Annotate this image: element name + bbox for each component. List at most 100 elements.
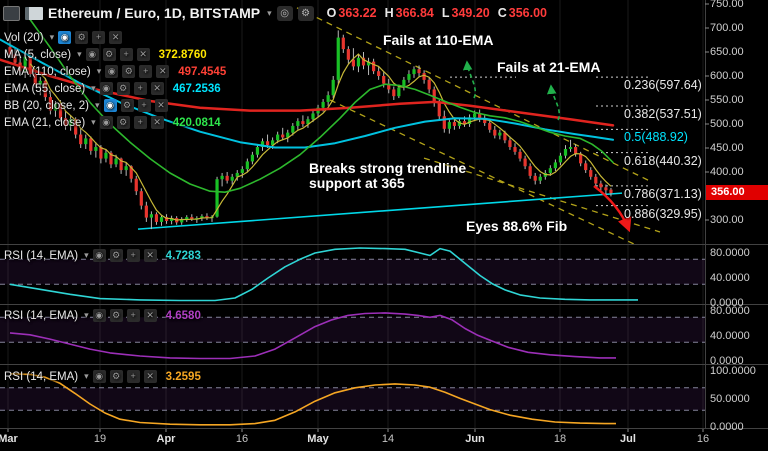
rsi-row-2-label[interactable]: RSI (14, EMA) xyxy=(4,309,79,322)
legend-row-ma-caret[interactable]: ▾ xyxy=(77,49,82,59)
symbol-dropdown-caret[interactable]: ▾ xyxy=(267,7,272,18)
close-icon[interactable]: ✕ xyxy=(136,48,150,61)
settings-gear-icon[interactable]: ⚙ xyxy=(297,5,314,21)
candle-up xyxy=(568,147,573,149)
snapshot-icon[interactable] xyxy=(25,6,43,20)
candle-down xyxy=(281,134,285,138)
close-icon[interactable]: ✕ xyxy=(156,65,170,78)
plus-icon[interactable]: + xyxy=(137,99,151,112)
gear-icon[interactable]: ⚙ xyxy=(109,370,123,383)
window-icon[interactable] xyxy=(3,5,20,21)
eye-icon[interactable]: ◉ xyxy=(92,309,106,322)
rsi-row-1-label[interactable]: RSI (14, EMA) xyxy=(4,249,79,262)
plus-icon[interactable]: + xyxy=(133,116,147,129)
plus-icon[interactable]: + xyxy=(139,65,153,78)
plus-icon[interactable]: + xyxy=(92,31,106,44)
candle-up xyxy=(276,134,280,141)
close-icon[interactable]: ✕ xyxy=(143,309,157,322)
legend-row-ema-caret[interactable]: ▾ xyxy=(91,83,96,93)
legend-row-ema-label[interactable]: EMA (55, close) xyxy=(4,82,86,95)
legend-row-ema-caret[interactable]: ▾ xyxy=(91,117,96,127)
candle-down xyxy=(372,61,376,72)
fib-label-0.886: 0.886(329.95) xyxy=(624,206,702,221)
eye-icon[interactable]: ◉ xyxy=(85,48,99,61)
candle-down xyxy=(154,214,159,222)
rsi-panel-3 xyxy=(9,373,616,426)
legend-row-bb-label[interactable]: BB (20, close, 2) xyxy=(4,99,90,112)
candle-up xyxy=(94,147,98,151)
eye-icon[interactable]: ◉ xyxy=(92,370,106,383)
candle-down xyxy=(190,217,194,220)
rsi-axis-label: 0.0000 xyxy=(710,297,744,309)
close-icon[interactable]: ✕ xyxy=(150,82,164,95)
green-bounce-arrow[interactable] xyxy=(546,84,560,121)
candle-down xyxy=(508,140,512,148)
legend-row-ma-label[interactable]: MA (5, close) xyxy=(4,48,72,61)
plus-icon[interactable]: + xyxy=(133,82,147,95)
gear-icon[interactable]: ⚙ xyxy=(116,116,130,129)
symbol-title[interactable]: Ethereum / Euro, 1D, BITSTAMP xyxy=(48,5,261,21)
annotation-breaks-line2: support at 365 xyxy=(309,175,405,191)
legend-row-bb-caret[interactable]: ▾ xyxy=(95,100,100,110)
rsi-row-1-caret[interactable]: ▾ xyxy=(84,250,89,260)
plus-icon[interactable]: + xyxy=(126,309,140,322)
candle-down xyxy=(265,141,270,146)
ema-21-close--line xyxy=(29,18,614,193)
close-icon[interactable]: ✕ xyxy=(154,99,168,112)
gear-icon[interactable]: ⚙ xyxy=(109,309,123,322)
rsi-row-3-caret[interactable]: ▾ xyxy=(84,371,89,381)
candle-down xyxy=(346,49,350,60)
eye-icon[interactable]: ◉ xyxy=(92,249,106,262)
eye-icon[interactable]: ◉ xyxy=(105,65,119,78)
downtrend-dashed-line[interactable] xyxy=(423,157,661,233)
gear-icon[interactable]: ⚙ xyxy=(122,65,136,78)
plus-icon[interactable]: + xyxy=(126,370,140,383)
rsi-line-3 xyxy=(9,373,616,426)
plus-icon[interactable]: + xyxy=(126,249,140,262)
red-down-arrow[interactable] xyxy=(593,185,632,233)
gear-icon[interactable]: ⚙ xyxy=(102,48,116,61)
close-icon[interactable]: ✕ xyxy=(109,31,123,44)
legend-row-vol-caret[interactable]: ▾ xyxy=(49,32,55,42)
close-icon[interactable]: ✕ xyxy=(143,249,157,262)
candle-down xyxy=(89,138,93,151)
gear-icon[interactable]: ⚙ xyxy=(116,82,130,95)
eye-icon[interactable]: ◉ xyxy=(99,82,113,95)
candle-up xyxy=(447,122,451,129)
gear-icon[interactable]: ⚙ xyxy=(75,31,89,44)
legend-row-ema-caret[interactable]: ▾ xyxy=(96,66,102,76)
candle-up xyxy=(326,95,330,102)
candle-up xyxy=(291,125,295,133)
green-bounce-arrow[interactable] xyxy=(462,60,476,99)
candle-up xyxy=(473,113,477,118)
plus-icon[interactable]: + xyxy=(119,48,133,61)
gear-icon[interactable]: ⚙ xyxy=(120,99,134,112)
time-axis-label-19: 19 xyxy=(93,433,107,445)
eye-icon[interactable]: ◉ xyxy=(103,99,117,112)
candle-up xyxy=(23,56,27,72)
rsi-row-3-label[interactable]: RSI (14, EMA) xyxy=(4,370,79,383)
candle-down xyxy=(604,187,608,191)
eye-icon[interactable]: ◉ xyxy=(99,116,113,129)
rsi-row-2-caret[interactable]: ▾ xyxy=(84,310,89,320)
downtrend-dashed-line[interactable] xyxy=(329,99,640,247)
close-icon[interactable]: ✕ xyxy=(143,370,157,383)
candle-up xyxy=(180,219,184,223)
candle-up xyxy=(356,57,361,67)
legend-row-ema-label[interactable]: EMA (21, close) xyxy=(4,116,86,129)
legend-row-ema: EMA (55, close) ▾ ◉ ⚙ + ✕ 467.2536 xyxy=(4,80,226,97)
candle-up xyxy=(215,179,219,217)
legend-row-ema-label[interactable]: EMA (110, close) xyxy=(4,65,91,78)
candle-down xyxy=(58,103,63,119)
gear-icon[interactable]: ⚙ xyxy=(109,249,123,262)
eye-icon[interactable]: ◉ xyxy=(58,31,72,44)
candle-down xyxy=(478,113,482,120)
close-icon[interactable]: ✕ xyxy=(150,116,164,129)
support-trendline[interactable] xyxy=(137,192,623,230)
legend-row-vol-label[interactable]: Vol (20) xyxy=(4,31,44,44)
candle-down xyxy=(422,73,426,80)
candle-down xyxy=(74,119,78,135)
compare-icon[interactable]: ◎ xyxy=(276,5,293,21)
